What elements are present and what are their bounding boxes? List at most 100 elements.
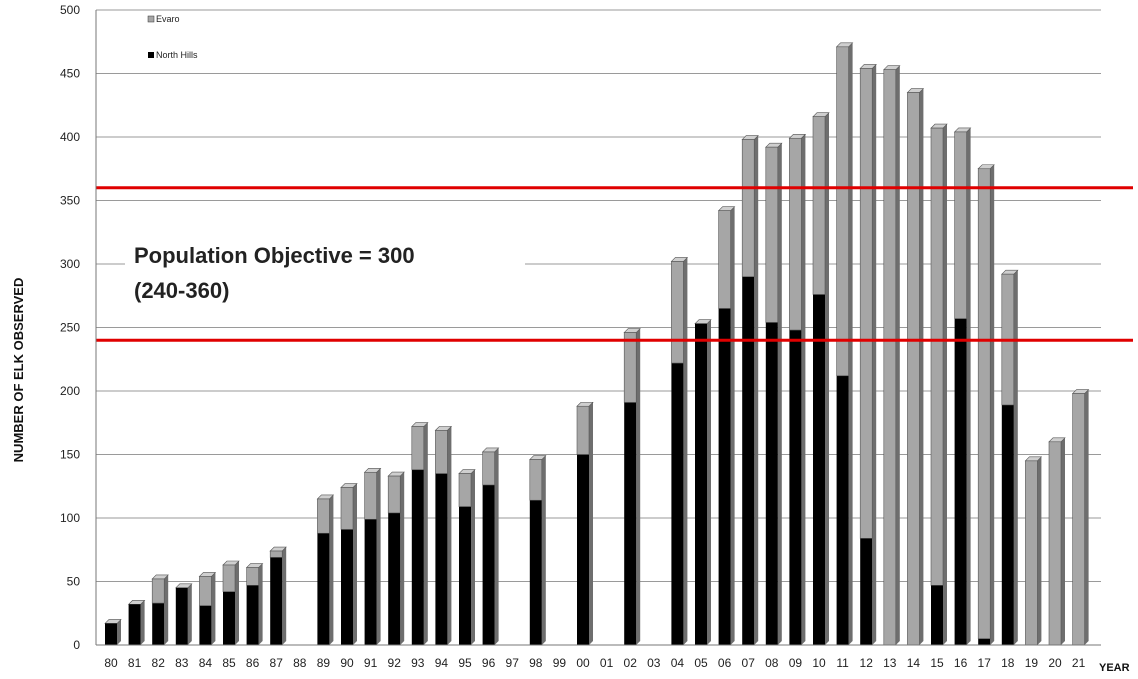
bar-evaro-17 [977,168,991,639]
bar-evaro-92 [387,475,401,514]
bar-side-18 [1013,270,1018,645]
objective-annotation: Population Objective = 300 (240-360) [125,232,525,310]
bar-evaro-86 [246,567,259,586]
bar-evaro-07 [741,139,755,277]
x-tick-label: 02 [624,656,638,670]
bar-evaro-90 [340,487,354,530]
bar-side-20 [1061,437,1065,645]
bar-side-95 [471,469,475,645]
bar-north-hills-98 [529,500,542,645]
bar-evaro-09 [789,137,802,331]
x-tick-label: 13 [883,656,897,670]
y-tick-label: 0 [73,638,80,652]
bar-side-91 [376,468,381,645]
x-tick-label: 19 [1025,656,1039,670]
x-tick-label: 90 [340,656,354,670]
y-tick-label: 100 [60,511,80,525]
bar-north-hills-85 [223,591,235,645]
bar-side-05 [707,319,711,645]
bar-side-86 [258,563,263,645]
bar-side-12 [872,64,877,646]
x-tick-label: 17 [978,656,992,670]
bar-side-21 [1084,389,1089,645]
bar-north-hills-08 [765,322,778,645]
legend-label-north-hills: North Hills [156,50,198,60]
bar-side-10 [825,112,829,646]
bar-north-hills-10 [813,294,825,645]
bar-evaro-00 [576,405,590,455]
y-tick-label: 200 [60,384,80,398]
x-tick-label: 80 [104,656,118,670]
bar-side-82 [164,574,169,645]
legend-swatch-evaro [147,15,155,23]
bar-evaro-08 [765,146,779,323]
legend: Evaro North Hills [147,14,198,60]
x-tick-label: 01 [600,656,614,670]
bar-side-81 [140,600,145,645]
y-axis-title: NUMBER OF ELK OBSERVED [11,278,26,463]
x-tick-label: 15 [930,656,944,670]
bar-evaro-19 [1025,460,1038,646]
x-tick-label: 20 [1048,656,1062,670]
annotation-line1: Population Objective = 300 [134,243,415,268]
x-tick-label: 82 [152,656,166,670]
bar-north-hills-16 [954,318,967,645]
bar-north-hills-84 [199,605,212,645]
bar-north-hills-15 [931,585,943,645]
bar-side-19 [1037,456,1042,645]
bar-side-15 [943,124,947,646]
bar-side-84 [211,572,216,645]
bar-side-92 [400,472,405,645]
bar-north-hills-18 [1001,404,1014,645]
reference-lines [96,186,1133,342]
bar-north-hills-82 [152,603,165,645]
x-tick-label: 05 [694,656,708,670]
x-tick-label: 84 [199,656,213,670]
y-tick-label: 350 [60,194,80,208]
x-tick-label: 11 [836,656,849,670]
bar-north-hills-00 [577,454,589,645]
y-tick-label: 150 [60,448,80,462]
bar-evaro-10 [812,116,826,295]
bar-evaro-21 [1072,393,1085,646]
x-tick-label: 83 [175,656,189,670]
bar-side-83 [187,583,192,645]
bar-side-07 [754,135,759,646]
y-tick-label: 50 [67,575,81,589]
bar-north-hills-11 [836,375,849,645]
bars [104,42,1090,646]
bar-evaro-06 [718,210,731,309]
x-tick-label: 08 [765,656,779,670]
x-tick-label: 12 [860,656,874,670]
bar-evaro-16 [954,131,967,319]
bar-side-16 [966,127,971,646]
x-tick-label: 85 [222,656,236,670]
y-tick-labels: 0 50 100 150 200 250 300 350 400 450 500 [60,3,80,652]
bar-north-hills-17 [978,638,991,645]
bar-evaro-20 [1048,441,1062,646]
x-tick-label: 92 [388,656,402,670]
bar-side-14 [919,88,924,646]
bar-evaro-82 [151,578,165,604]
annotation-background [125,232,525,310]
bar-side-90 [353,483,357,645]
x-tick-label: 04 [671,656,685,670]
gridlines [96,9,1101,646]
bar-side-96 [494,447,499,645]
x-tick-label: 21 [1072,656,1086,670]
bar-side-94 [447,426,452,645]
x-tick-label: 00 [576,656,590,670]
bar-north-hills-07 [742,276,755,645]
y-tick-label: 450 [60,67,80,81]
bar-evaro-89 [317,498,330,534]
x-tick-label: 97 [506,656,520,670]
x-tick-label: 09 [789,656,803,670]
bar-north-hills-96 [482,484,495,645]
bar-side-85 [235,560,239,645]
x-tick-labels: 80 81 82 83 84 85 86 87 88 89 90 91 92 93 94 95 96 97 98 99… [104,656,1085,670]
x-tick-label: 89 [317,656,331,670]
bar-north-hills-86 [246,585,259,645]
bar-evaro-02 [623,332,637,403]
bar-side-08 [777,143,782,645]
